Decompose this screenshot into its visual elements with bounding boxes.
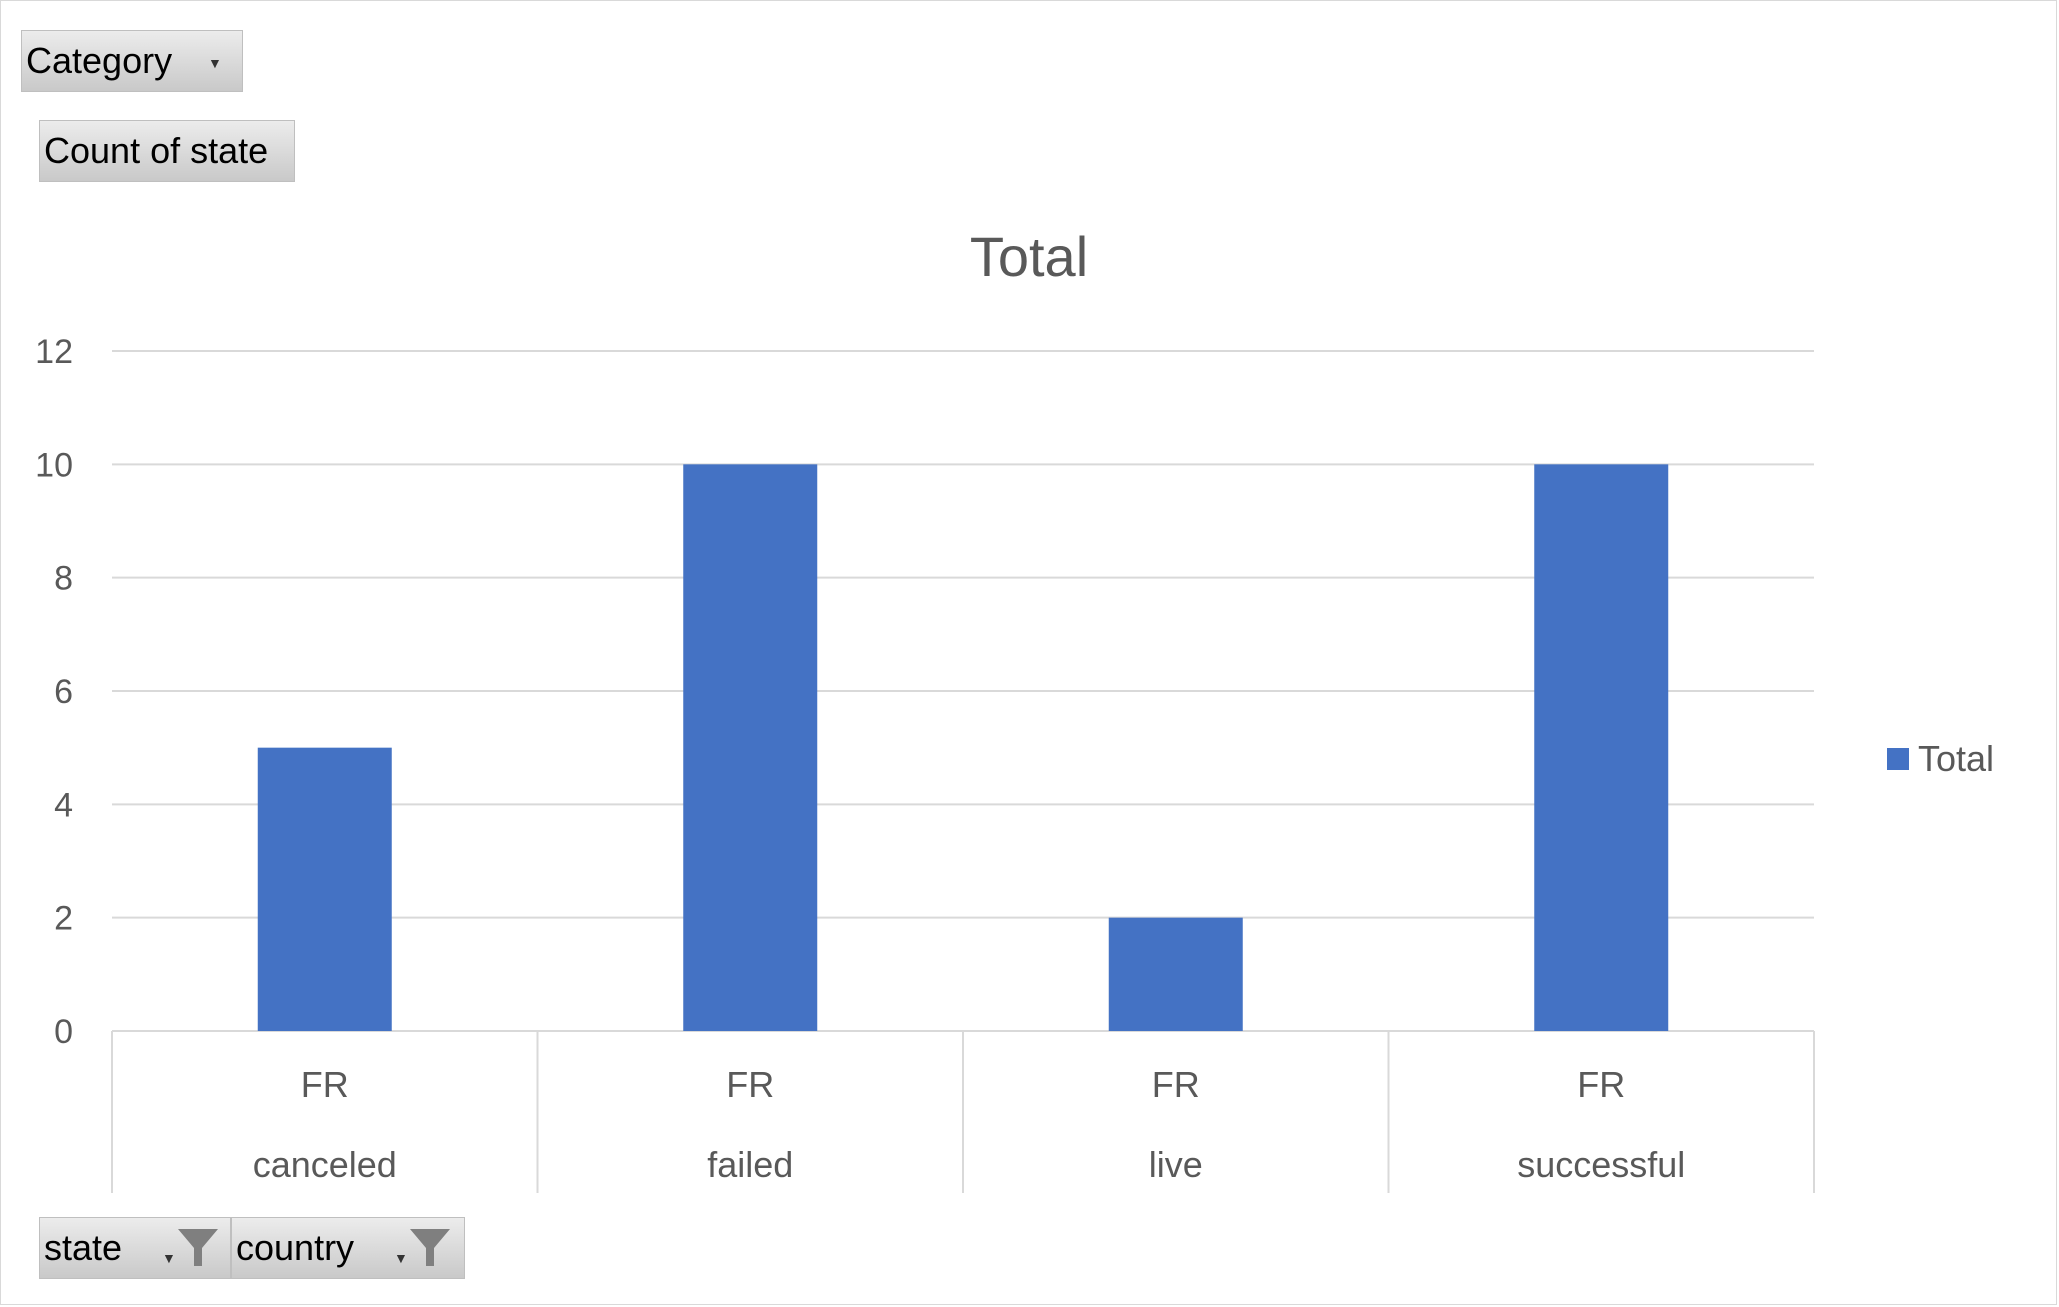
bars [257,464,1669,1031]
y-tick-label: 4 [54,786,73,824]
category-inner-label: FR [726,1064,774,1105]
category-outer-label: live [1149,1144,1203,1185]
category-outer-label: successful [1517,1144,1685,1185]
state-axis-label: state [44,1227,123,1268]
x-axis-categories: FR canceled FR failed FR live FR successful [111,1031,1815,1193]
chevron-down-icon[interactable]: ▼ [162,1250,176,1266]
category-outer-label: canceled [253,1144,397,1185]
y-tick-label: 8 [54,560,73,598]
country-axis-label: country [236,1227,355,1268]
bar-canceled [257,747,392,1031]
filter-icon[interactable] [176,1226,220,1270]
category-filter-button[interactable]: Category ▼ [21,30,243,92]
category-inner-label: FR [1577,1064,1625,1105]
y-tick-label: 6 [54,673,73,711]
y-tick-label: 10 [35,446,73,484]
chart-title: Total [970,225,1088,288]
category-filter-label: Category [26,40,173,81]
filter-icon[interactable] [408,1226,452,1270]
count-of-state-button[interactable]: Count of state [39,120,295,182]
category-inner-label: FR [1152,1064,1200,1105]
category-outer-label: failed [707,1144,793,1185]
y-tick-label: 0 [54,1013,73,1051]
y-tick-label: 2 [54,900,73,938]
y-axis-ticks: 0 2 4 6 8 10 12 [35,333,73,1051]
chevron-down-icon[interactable]: ▼ [394,1250,408,1266]
legend-label: Total [1918,738,1994,779]
chevron-down-icon[interactable]: ▼ [208,55,222,71]
category-inner-label: FR [301,1064,349,1105]
bar-successful [1534,464,1669,1031]
country-axis-button[interactable]: country ▼ [231,1217,465,1279]
legend-swatch [1887,748,1909,770]
count-of-state-label: Count of state [44,130,269,171]
legend: Total [1887,738,1994,779]
state-axis-button[interactable]: state ▼ [39,1217,231,1279]
bar-live [1108,917,1243,1031]
y-tick-label: 12 [35,333,73,371]
bar-failed [683,464,818,1031]
